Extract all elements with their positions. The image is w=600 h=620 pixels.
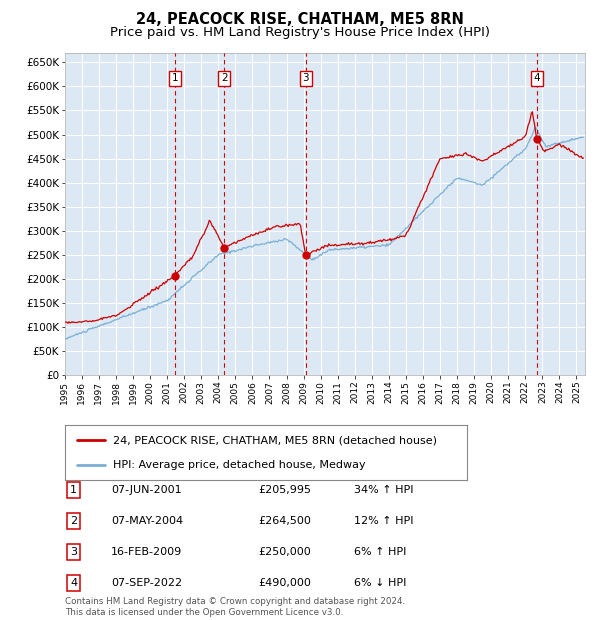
Text: Price paid vs. HM Land Registry's House Price Index (HPI): Price paid vs. HM Land Registry's House … — [110, 26, 490, 39]
Text: £250,000: £250,000 — [258, 547, 311, 557]
Text: 1: 1 — [70, 485, 77, 495]
Text: £490,000: £490,000 — [258, 578, 311, 588]
Text: 6% ↓ HPI: 6% ↓ HPI — [354, 578, 406, 588]
Text: £264,500: £264,500 — [258, 516, 311, 526]
Text: 6% ↑ HPI: 6% ↑ HPI — [354, 547, 406, 557]
Text: 4: 4 — [533, 73, 540, 83]
Text: 07-MAY-2004: 07-MAY-2004 — [111, 516, 183, 526]
Text: 07-SEP-2022: 07-SEP-2022 — [111, 578, 182, 588]
Text: 24, PEACOCK RISE, CHATHAM, ME5 8RN (detached house): 24, PEACOCK RISE, CHATHAM, ME5 8RN (deta… — [113, 435, 437, 445]
Text: £205,995: £205,995 — [258, 485, 311, 495]
Text: 4: 4 — [70, 578, 77, 588]
Text: 07-JUN-2001: 07-JUN-2001 — [111, 485, 182, 495]
Text: Contains HM Land Registry data © Crown copyright and database right 2024.
This d: Contains HM Land Registry data © Crown c… — [65, 598, 405, 617]
Text: 12% ↑ HPI: 12% ↑ HPI — [354, 516, 413, 526]
Text: 24, PEACOCK RISE, CHATHAM, ME5 8RN: 24, PEACOCK RISE, CHATHAM, ME5 8RN — [136, 12, 464, 27]
Text: 2: 2 — [70, 516, 77, 526]
Text: 2: 2 — [221, 73, 227, 83]
Text: HPI: Average price, detached house, Medway: HPI: Average price, detached house, Medw… — [113, 460, 365, 470]
Text: 1: 1 — [172, 73, 178, 83]
Text: 34% ↑ HPI: 34% ↑ HPI — [354, 485, 413, 495]
Text: 3: 3 — [302, 73, 309, 83]
Text: 16-FEB-2009: 16-FEB-2009 — [111, 547, 182, 557]
Text: 3: 3 — [70, 547, 77, 557]
